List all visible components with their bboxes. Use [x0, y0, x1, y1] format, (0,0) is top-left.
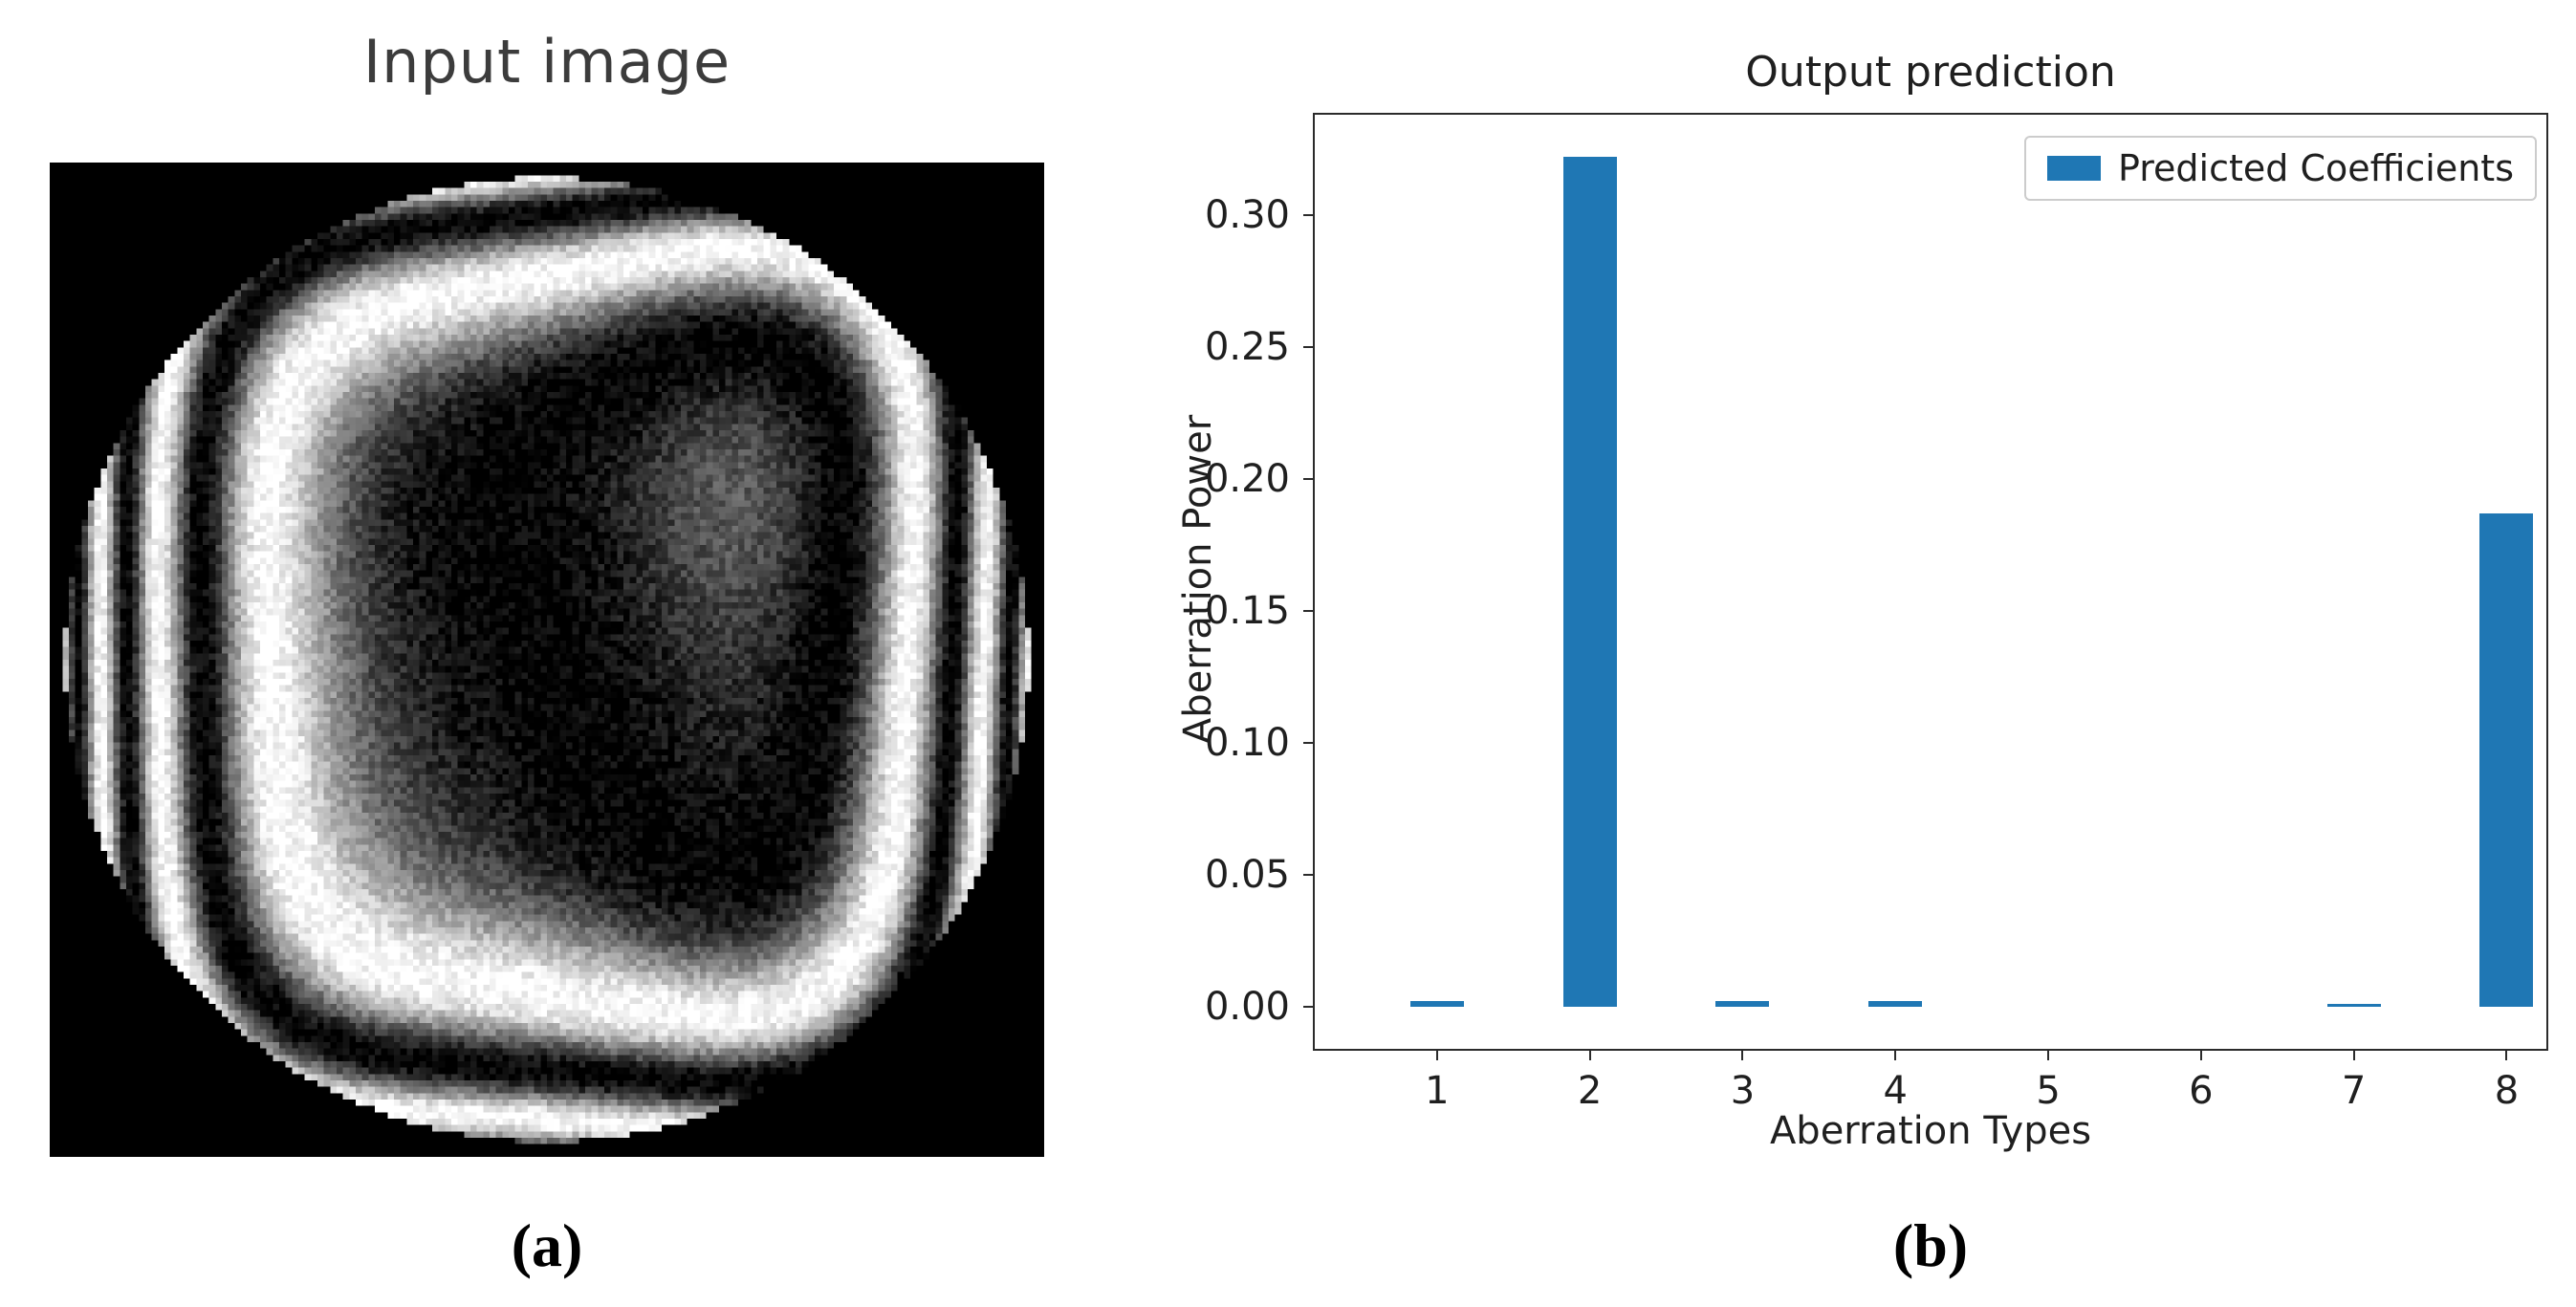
- legend-swatch: [2047, 156, 2101, 181]
- y-tick-label-0.25: 0.25: [1179, 328, 1290, 366]
- x-tick-label-2: 2: [1542, 1072, 1638, 1110]
- y-tick-label-0.20: 0.20: [1179, 460, 1290, 498]
- chart-title: Output prediction: [1313, 48, 2548, 97]
- y-tick-mark-0.00: [1303, 1006, 1315, 1008]
- x-tick-label-7: 7: [2306, 1072, 2402, 1110]
- bar-2: [1563, 157, 1617, 1007]
- bar-1: [1410, 1001, 1464, 1007]
- legend-label: Predicted Coefficients: [2118, 147, 2514, 189]
- x-tick-mark-8: [2505, 1049, 2507, 1060]
- bar-3: [1715, 1001, 1769, 1007]
- x-tick-mark-3: [1741, 1049, 1743, 1060]
- panel-a-title: Input image: [50, 27, 1044, 97]
- x-tick-label-6: 6: [2153, 1072, 2249, 1110]
- x-tick-label-3: 3: [1694, 1072, 1790, 1110]
- y-tick-label-0.00: 0.00: [1179, 988, 1290, 1026]
- panel-b-caption: (b): [1313, 1210, 2548, 1281]
- y-tick-mark-0.25: [1303, 346, 1315, 348]
- x-tick-label-5: 5: [2000, 1072, 2096, 1110]
- y-tick-mark-0.05: [1303, 874, 1315, 876]
- y-tick-label-0.15: 0.15: [1179, 592, 1290, 630]
- x-axis-label: Aberration Types: [1313, 1109, 2548, 1153]
- x-tick-mark-2: [1589, 1049, 1591, 1060]
- legend: Predicted Coefficients: [2024, 136, 2537, 201]
- y-tick-mark-0.30: [1303, 214, 1315, 216]
- plot-area: Predicted Coefficients 1 2 3 4 5 6 7 8 0.00 0.05 0…: [1313, 113, 2548, 1051]
- bar-7: [2327, 1004, 2381, 1007]
- y-tick-mark-0.15: [1303, 610, 1315, 612]
- x-tick-mark-6: [2200, 1049, 2202, 1060]
- y-tick-mark-0.20: [1303, 478, 1315, 480]
- input-interferogram-image: [50, 163, 1044, 1157]
- x-tick-label-1: 1: [1389, 1072, 1485, 1110]
- input-image-frame: [50, 163, 1044, 1157]
- y-tick-label-0.10: 0.10: [1179, 724, 1290, 762]
- y-tick-label-0.30: 0.30: [1179, 196, 1290, 234]
- x-tick-mark-1: [1436, 1049, 1438, 1060]
- panel-a-caption: (a): [50, 1210, 1044, 1281]
- bar-4: [1868, 1001, 1922, 1007]
- x-tick-mark-5: [2047, 1049, 2049, 1060]
- y-tick-mark-0.10: [1303, 742, 1315, 744]
- x-tick-mark-4: [1894, 1049, 1896, 1060]
- bar-8: [2479, 513, 2533, 1007]
- x-tick-mark-7: [2353, 1049, 2355, 1060]
- y-tick-label-0.05: 0.05: [1179, 856, 1290, 894]
- x-tick-label-4: 4: [1847, 1072, 1943, 1110]
- x-tick-label-8: 8: [2458, 1072, 2554, 1110]
